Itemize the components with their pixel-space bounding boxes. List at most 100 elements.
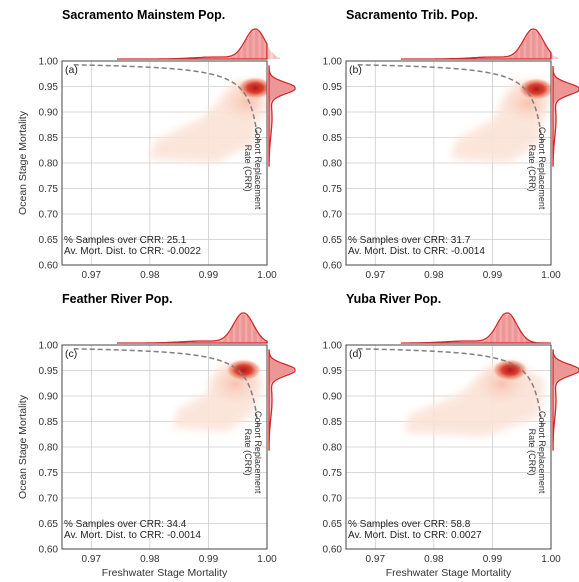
y-tick-label: 0.85: [39, 417, 59, 428]
plot-frame: [345, 60, 552, 266]
y-tick-label: 0.65: [39, 519, 59, 530]
mean-distance-text: Av. Mort. Dist. to CRR: -0.0014: [64, 530, 201, 541]
panel-b: Cohort ReplacementRate (CRR) (b) % Samples…: [323, 8, 579, 281]
y-marginal: [268, 349, 296, 451]
x-tick-label: 0.99: [199, 554, 219, 565]
y-marginal: [268, 65, 296, 167]
panel-label: (a): [65, 64, 78, 76]
y-tick-label: 0.75: [39, 184, 59, 195]
y-tick-label: 0.90: [39, 392, 59, 403]
samples-over-crr-text: % Samples over CRR: 58.8: [348, 519, 471, 530]
y-tick-label: 0.85: [323, 133, 343, 144]
x-tick-label: 1.00: [257, 554, 277, 565]
x-marginal: [401, 28, 558, 60]
y-marginal: [552, 349, 579, 451]
y-tick-label: 0.60: [39, 261, 59, 272]
x-marginal-density: [117, 28, 268, 60]
panel-title: Sacramento Mainstem Pop.: [62, 8, 225, 22]
x-tick-label: 0.99: [483, 270, 503, 281]
x-marginal: [401, 312, 551, 344]
y-tick-label: 0.90: [323, 108, 343, 119]
x-tick-label: 1.00: [541, 554, 561, 565]
panel-d: Cohort ReplacementRate (CRR) (d) % Samples…: [323, 292, 579, 579]
x-axis-label: Freshwater Stage Mortality: [386, 567, 512, 579]
y-tick-label: 0.80: [39, 443, 59, 454]
panel-c: Cohort ReplacementRate (CRR) (c) % Samples…: [17, 292, 296, 579]
density-cloud: [173, 357, 267, 432]
x-marginal: [117, 28, 280, 60]
y-tick-label: 0.80: [323, 159, 343, 170]
panel-label: (c): [65, 348, 77, 360]
panel-a: Cohort ReplacementRate (CRR) (a) % Samples…: [17, 8, 296, 281]
x-tick-label: 0.97: [366, 270, 386, 281]
x-tick-label: 0.98: [140, 554, 160, 565]
panel-title: Yuba River Pop.: [346, 292, 441, 306]
crr-label: Cohort ReplacementRate (CRR): [243, 411, 263, 494]
y-tick-label: 0.75: [39, 468, 59, 479]
x-tick-label: 0.99: [483, 554, 503, 565]
y-axis-label: Ocean Stage Mortality: [17, 394, 29, 499]
y-axis-label: Ocean Stage Mortality: [17, 110, 29, 215]
density-core: [237, 77, 267, 100]
y-tick-label: 0.60: [323, 545, 343, 556]
x-tick-label: 0.98: [140, 270, 160, 281]
y-tick-label: 0.90: [39, 108, 59, 119]
y-tick-label: 0.70: [39, 210, 59, 221]
y-tick-label: 0.80: [323, 443, 343, 454]
y-tick-label: 0.85: [323, 417, 343, 428]
y-tick-label: 0.90: [323, 392, 343, 403]
crr-curve: [73, 348, 259, 429]
plot-frame: [61, 344, 268, 550]
y-tick-label: 0.65: [323, 235, 343, 246]
panel-title: Sacramento Trib. Pop.: [346, 8, 478, 22]
density-core: [225, 358, 262, 381]
x-axis-label: Freshwater Stage Mortality: [102, 567, 228, 579]
samples-over-crr-text: % Samples over CRR: 31.7: [348, 235, 471, 246]
x-marginal-density: [401, 312, 551, 344]
mean-distance-text: Av. Mort. Dist. to CRR: -0.0022: [64, 246, 201, 257]
x-tick-label: 0.97: [82, 270, 102, 281]
crr-curve: [357, 348, 543, 429]
x-tick-label: 1.00: [541, 270, 561, 281]
panel-title: Feather River Pop.: [62, 292, 172, 306]
plot-frame: [345, 344, 552, 550]
crr-label: Cohort ReplacementRate (CRR): [527, 411, 547, 494]
y-tick-label: 0.85: [39, 133, 59, 144]
y-tick-label: 0.70: [39, 494, 59, 505]
y-tick-label: 0.70: [323, 494, 343, 505]
crr-label: Cohort ReplacementRate (CRR): [527, 127, 547, 210]
mean-distance-text: Av. Mort. Dist. to CRR: 0.0027: [348, 530, 482, 541]
x-tick-label: 0.99: [199, 270, 219, 281]
y-tick-label: 1.00: [323, 57, 343, 68]
panel-label: (b): [349, 64, 362, 76]
grid: [346, 60, 552, 266]
density-core: [518, 78, 551, 101]
x-tick-label: 1.00: [257, 270, 277, 281]
y-tick-label: 0.95: [39, 366, 59, 377]
density-cloud: [404, 357, 546, 437]
x-tick-label: 0.97: [366, 554, 386, 565]
x-tick-label: 0.97: [82, 554, 102, 565]
y-tick-label: 0.60: [323, 261, 343, 272]
density-core: [492, 358, 528, 381]
panel-label: (d): [349, 348, 362, 360]
crr-curve: [73, 64, 259, 145]
y-tick-label: 1.00: [323, 341, 343, 352]
y-tick-label: 0.70: [323, 210, 343, 221]
crr-curve: [357, 64, 543, 145]
y-tick-label: 0.95: [323, 82, 343, 93]
x-tick-label: 0.98: [424, 270, 444, 281]
mean-distance-text: Av. Mort. Dist. to CRR: -0.0014: [348, 246, 485, 257]
y-tick-label: 0.65: [39, 235, 59, 246]
y-tick-label: 1.00: [39, 341, 59, 352]
y-tick-label: 0.95: [323, 366, 343, 377]
density-cloud: [451, 77, 551, 163]
x-marginal-density: [117, 312, 268, 344]
samples-over-crr-text: % Samples over CRR: 34.4: [64, 519, 187, 530]
plot-frame: [61, 60, 268, 266]
x-marginal: [117, 312, 268, 344]
y-tick-label: 1.00: [39, 57, 59, 68]
y-tick-label: 0.60: [39, 545, 59, 556]
y-tick-label: 0.75: [323, 184, 343, 195]
